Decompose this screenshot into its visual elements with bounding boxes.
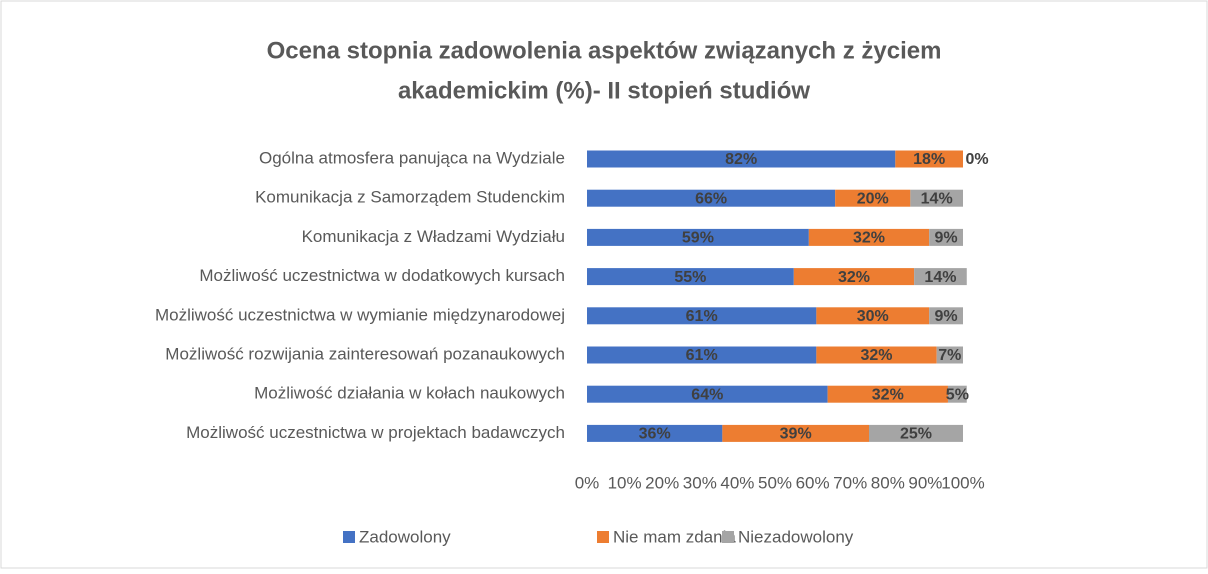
data-label: 32% bbox=[861, 347, 893, 364]
x-tick-label: 50% bbox=[758, 473, 792, 492]
data-label: 32% bbox=[838, 269, 870, 286]
chart-title: akademickim (%)- II stopień studiów bbox=[398, 77, 810, 104]
data-label: 9% bbox=[935, 308, 958, 325]
data-label: 20% bbox=[857, 190, 889, 207]
chart-title: Ocena stopnia zadowolenia aspektów związ… bbox=[267, 37, 942, 64]
data-label: 0% bbox=[965, 151, 988, 168]
data-label: 7% bbox=[938, 347, 961, 364]
y-tick-label: Możliwość uczestnictwa w wymianie między… bbox=[155, 305, 565, 324]
data-label: 61% bbox=[686, 347, 718, 364]
data-label: 14% bbox=[924, 269, 956, 286]
y-tick-label: Komunikacja z Władzami Wydziału bbox=[302, 227, 565, 246]
x-tick-label: 70% bbox=[833, 473, 867, 492]
data-label: 61% bbox=[686, 308, 718, 325]
bar-segment bbox=[914, 268, 967, 286]
data-label: 39% bbox=[780, 426, 812, 443]
x-tick-label: 10% bbox=[608, 473, 642, 492]
bar-segment bbox=[587, 189, 836, 207]
x-tick-label: 30% bbox=[683, 473, 717, 492]
x-tick-label: 100% bbox=[941, 473, 984, 492]
bar-segment bbox=[587, 385, 828, 403]
legend-label: Niezadowolony bbox=[738, 527, 854, 546]
data-label: 14% bbox=[921, 190, 953, 207]
x-tick-label: 60% bbox=[796, 473, 830, 492]
data-label: 32% bbox=[853, 230, 885, 247]
bar-segment bbox=[816, 346, 937, 364]
legend-swatch bbox=[597, 531, 609, 543]
bar-segment bbox=[587, 346, 817, 364]
data-label: 9% bbox=[935, 230, 958, 247]
legend-label: Nie mam zdania bbox=[613, 527, 736, 546]
data-label: 25% bbox=[900, 426, 932, 443]
legend-swatch bbox=[343, 531, 355, 543]
bar-segment bbox=[587, 228, 809, 246]
y-tick-label: Ogólna atmosfera panująca na Wydziale bbox=[259, 148, 565, 167]
bar-segment bbox=[827, 385, 948, 403]
y-tick-label: Możliwość uczestnictwa w dodatkowych kur… bbox=[199, 266, 565, 285]
data-label: 18% bbox=[913, 151, 945, 168]
bar-segment bbox=[910, 189, 963, 207]
data-label: 32% bbox=[872, 386, 904, 403]
y-tick-label: Możliwość uczestnictwa w projektach bada… bbox=[186, 423, 565, 442]
bar-segment bbox=[793, 268, 915, 286]
legend-label: Zadowolony bbox=[359, 527, 451, 546]
bar-segment bbox=[929, 307, 963, 325]
y-tick-label: Możliwość działania w kołach naukowych bbox=[254, 384, 565, 403]
bar-segment bbox=[587, 307, 817, 325]
bar-segment bbox=[895, 150, 963, 168]
x-tick-label: 40% bbox=[720, 473, 754, 492]
x-tick-label: 80% bbox=[871, 473, 905, 492]
bar-segment bbox=[808, 228, 930, 246]
data-label: 5% bbox=[946, 386, 969, 403]
data-label: 66% bbox=[695, 190, 727, 207]
data-label: 59% bbox=[682, 230, 714, 247]
bar-segment bbox=[722, 424, 869, 442]
bar-segment bbox=[947, 385, 967, 403]
bar-segment bbox=[587, 424, 723, 442]
bar-segment bbox=[816, 307, 930, 325]
x-tick-label: 0% bbox=[575, 473, 600, 492]
x-tick-label: 20% bbox=[645, 473, 679, 492]
data-label: 64% bbox=[691, 386, 723, 403]
bar-segment bbox=[587, 150, 896, 168]
data-label: 30% bbox=[857, 308, 889, 325]
data-label: 55% bbox=[674, 269, 706, 286]
legend-swatch bbox=[722, 531, 734, 543]
y-tick-label: Możliwość rozwijania zainteresowań pozan… bbox=[165, 344, 565, 363]
x-tick-label: 90% bbox=[908, 473, 942, 492]
bar-segment bbox=[835, 189, 911, 207]
y-tick-label: Komunikacja z Samorządem Studenckim bbox=[255, 188, 565, 207]
bar-segment bbox=[869, 424, 963, 442]
data-label: 82% bbox=[725, 151, 757, 168]
bar-segment bbox=[929, 228, 963, 246]
data-label: 36% bbox=[639, 426, 671, 443]
bar-segment bbox=[587, 268, 794, 286]
bar-segment bbox=[936, 346, 963, 364]
